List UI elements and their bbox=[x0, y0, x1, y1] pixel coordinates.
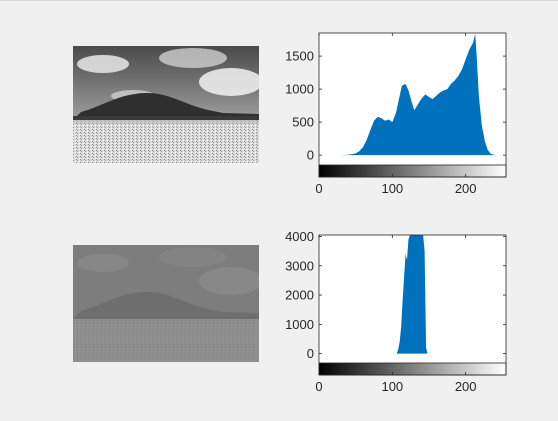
original-grayscale-image bbox=[73, 46, 259, 163]
y-tick-label: 1000 bbox=[285, 317, 314, 332]
y-tick-label: 4000 bbox=[285, 229, 314, 244]
histogram-2-bars bbox=[319, 235, 506, 354]
x-tick-label: 100 bbox=[381, 379, 403, 394]
y-tick-label: 500 bbox=[292, 115, 314, 130]
y-tick-label: 3000 bbox=[285, 258, 314, 273]
histogram-2-axes-box bbox=[318, 234, 507, 376]
y-tick-label: 1000 bbox=[285, 82, 314, 97]
histogram-1-gray-colorbar bbox=[318, 164, 507, 178]
y-tick-label: 2000 bbox=[285, 288, 314, 303]
x-tick-label: 100 bbox=[381, 181, 403, 196]
histogram-2-gray-colorbar bbox=[318, 362, 507, 376]
x-tick-label: 200 bbox=[455, 181, 477, 196]
x-tick-label: 0 bbox=[315, 181, 322, 196]
low-contrast-grayscale-image bbox=[73, 245, 259, 362]
y-tick-label: 1500 bbox=[285, 49, 314, 64]
x-tick-label: 0 bbox=[315, 379, 322, 394]
window-top-border bbox=[0, 0, 558, 1]
y-tick-label: 0 bbox=[307, 148, 314, 163]
x-tick-label: 200 bbox=[455, 379, 477, 394]
histogram-1-bars bbox=[319, 33, 506, 156]
y-tick-label: 0 bbox=[307, 346, 314, 361]
histogram-1-axes-box bbox=[318, 32, 507, 178]
